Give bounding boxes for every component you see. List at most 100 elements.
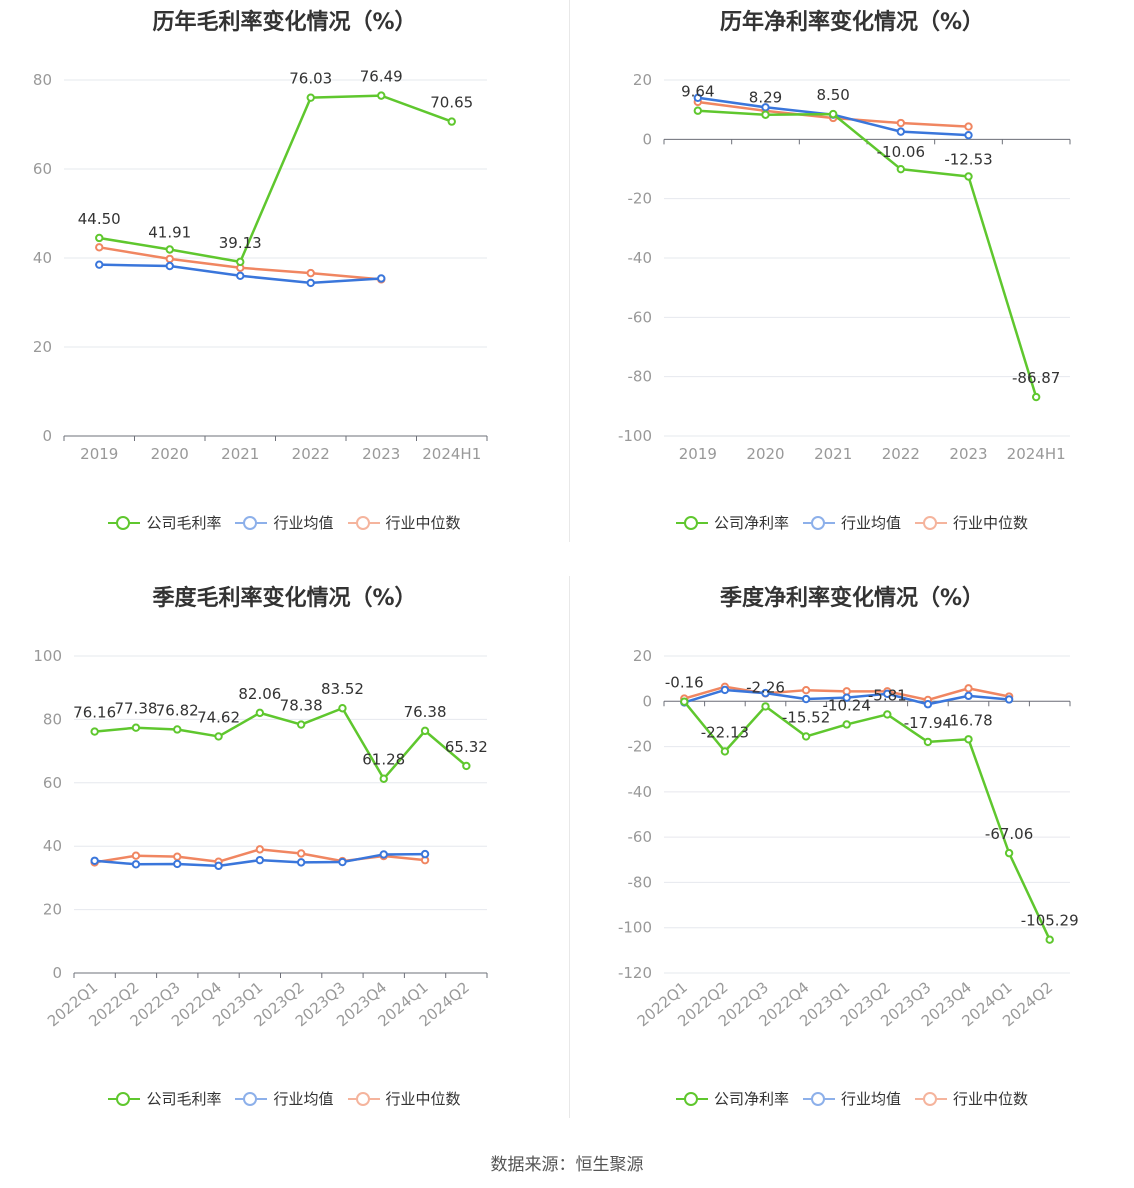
data-label: 76.82 [156,701,199,719]
legend-item-company[interactable]: 公司毛利率 [108,1088,221,1109]
legend-label-industry-mean: 行业均值 [840,514,901,532]
y-tick-label: 0 [642,130,652,148]
data-point [842,693,851,702]
data-point [255,845,265,854]
data-point [214,861,223,871]
legend-item-company[interactable]: 公司净利率 [675,1088,789,1109]
y-tick-label: -60 [628,308,653,326]
data-point [761,110,770,119]
chart-plot: 0 20 40 60 80 2019 2020 2021 2022 2023 2024H1 44.50… [33,68,488,463]
data-label: 61.28 [362,751,405,769]
data-point [131,723,141,732]
data-label: 41.91 [148,224,191,242]
data-point [896,118,906,128]
legend-item-industry-median[interactable]: 行业中位数 [915,512,1028,533]
y-tick-label: 40 [33,249,52,267]
y-tick-label: -120 [618,964,652,982]
data-label: 82.06 [238,685,281,703]
data-point [801,685,811,695]
data-point [379,774,388,783]
data-label: -86.87 [1012,369,1060,387]
data-point [720,685,730,695]
chart-title: 历年净利率变化情况（%） [719,10,985,35]
legend-item-industry-mean[interactable]: 行业均值 [802,1088,901,1109]
data-point [165,261,174,271]
data-label: -16.78 [944,711,992,729]
legend-item-industry-mean[interactable]: 行业均值 [235,512,334,533]
data-point [377,91,386,100]
data-point [842,720,851,729]
legend-item-company[interactable]: 公司毛利率 [108,512,221,533]
data-point [296,849,306,858]
legend-item-industry-mean[interactable]: 行业均值 [235,1088,334,1109]
data-point [923,700,933,709]
legend-marker-industry-mean [802,515,835,530]
legend-label-industry-median: 行业中位数 [385,1090,461,1108]
x-tick-label: 2021 [814,445,852,463]
y-tick-label: -20 [628,190,653,208]
data-point [95,260,104,269]
legend-label-industry-median: 行业中位数 [953,1090,1029,1108]
legend-item-industry-median[interactable]: 行业中位数 [347,512,461,533]
data-point [828,109,838,119]
data-point [95,243,104,252]
legend-label-industry-mean: 行业均值 [273,514,334,532]
legend-item-company[interactable]: 公司净利率 [675,512,789,533]
x-tick-label: 2023 [949,445,987,463]
y-tick-label: 0 [642,692,652,710]
y-tick-label: -100 [618,427,652,445]
data-point [131,851,141,860]
legend-label-company: 公司毛利率 [146,514,222,532]
data-point [173,852,182,861]
legend-item-industry-median[interactable]: 行业中位数 [915,1088,1028,1109]
data-point [964,130,973,140]
chart-panel-annual-gross-margin: 历年毛利率变化情况（%） 0 20 40 60 80 2019 2020 2021 2022 20… [0,0,569,560]
data-point [964,735,973,744]
chart-panel-quarterly-gross-margin: 季度毛利率变化情况（%） 0 20 40 60 80 100 2022Q1 2022Q2 202… [0,576,569,1136]
chart-panel-quarterly-net-margin: 季度净利率变化情况（%） -120 -100 -80 -60 -40 -20 0 20 2022… [570,576,1134,1136]
chart-legend: 公司毛利率 行业均值 行业中位数 [0,512,569,533]
y-tick-label: -40 [628,783,653,801]
legend-label-industry-median: 行业中位数 [385,514,461,532]
chart-title: 历年毛利率变化情况（%） [152,10,417,35]
data-point [90,727,99,736]
y-tick-label: 20 [633,71,652,89]
data-point [761,688,770,698]
data-point [964,122,973,131]
data-point [296,720,306,729]
data-label: -15.52 [782,708,830,726]
legend-item-industry-mean[interactable]: 行业均值 [802,512,901,533]
data-label: 74.62 [197,708,240,726]
y-tick-label: -80 [628,368,653,386]
data-point [420,726,430,736]
data-point [377,274,386,283]
x-tick-label: 2020 [746,445,784,463]
legend-item-industry-median[interactable]: 行业中位数 [347,1088,461,1109]
data-point [236,271,245,280]
legend-label-industry-median: 行业中位数 [953,514,1029,532]
x-tick-label: 2024H1 [422,445,481,463]
data-label: 8.50 [816,86,849,104]
data-point [338,704,347,713]
data-point [306,268,315,278]
y-tick-label: 40 [43,837,62,855]
data-point [338,857,347,867]
x-tick-label: 2019 [679,445,717,463]
data-label: -105.29 [1021,912,1079,930]
data-point [896,164,906,174]
data-point [883,710,892,719]
data-point [255,855,265,865]
data-label: 9.64 [681,83,714,101]
data-label: 39.13 [219,234,262,252]
legend-label-industry-mean: 行业均值 [273,1090,334,1108]
data-point [379,850,388,859]
data-label: 78.38 [280,697,323,715]
data-label: 83.52 [321,680,364,698]
y-tick-label: 60 [43,774,62,792]
y-tick-label: 0 [52,964,62,982]
legend-label-company: 公司净利率 [713,1090,789,1108]
data-point [693,93,703,103]
y-tick-label: 80 [33,71,52,89]
data-label: 76.38 [404,703,447,721]
legend-marker-industry-median [915,515,947,530]
